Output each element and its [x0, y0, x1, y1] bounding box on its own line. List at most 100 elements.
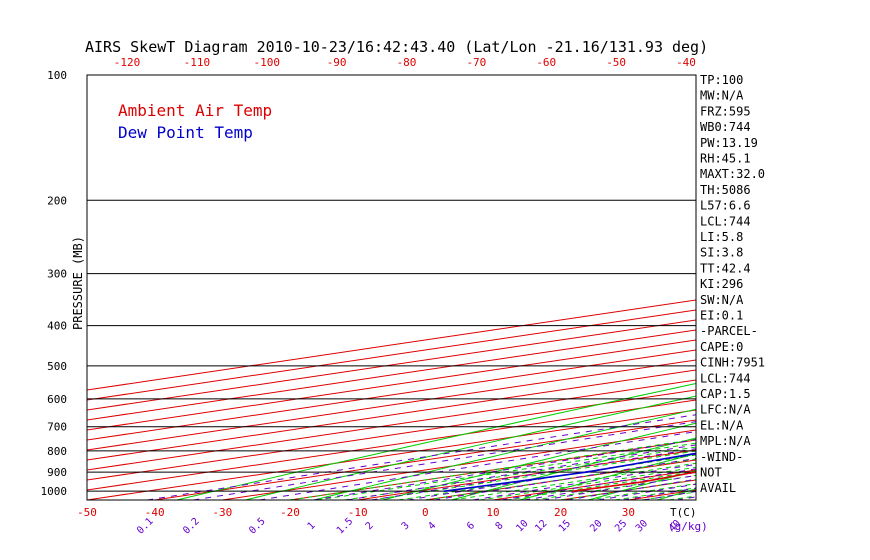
isotherm-line — [87, 399, 696, 491]
isotherm-line — [87, 369, 696, 461]
dew-point-temp-point — [586, 471, 588, 473]
mixing-ratio-tick-label: 1.5 — [335, 516, 356, 537]
top-temperature-axis: -120 -110 -100 -90 -80 -70 -60 -50 -40 — [114, 56, 696, 69]
ambient-air-temp-point — [798, 450, 800, 452]
stability-index-item: EI:0.1 — [700, 309, 743, 323]
isotherm-line — [87, 409, 696, 500]
isotherm-line — [222, 429, 696, 500]
isotherm-line — [87, 349, 696, 441]
plot-frame — [86, 74, 697, 501]
stability-index-item: EL:N/A — [700, 418, 744, 432]
legend-item-ambient-air-temp: Ambient Air Temp — [118, 101, 272, 120]
dew-point-temp-line — [444, 452, 696, 492]
dry-adiabat-line — [451, 437, 696, 500]
mixing-ratio-line — [472, 463, 696, 500]
mixing-ratio-line — [524, 471, 696, 500]
stability-index-item: SW:N/A — [700, 293, 744, 307]
bottom-temperature-tick-label: -20 — [280, 506, 300, 519]
stability-index-item: MPL:N/A — [700, 434, 751, 448]
isotherm-line — [87, 359, 696, 451]
pressure-tick-label: 300 — [47, 268, 67, 281]
diagram-grid — [87, 75, 870, 500]
bottom-temperature-tick-label: -40 — [145, 506, 165, 519]
mixing-ratio-tick-label: 12 — [533, 518, 549, 534]
stability-index-item: CAPE:0 — [700, 340, 743, 354]
mixing-ratio-tick-label: 1 — [306, 520, 318, 532]
dry-adiabat-line — [863, 75, 870, 500]
stability-index-item: -WIND- — [700, 450, 743, 464]
y-axis-label: PRESSURE (MB) — [71, 236, 85, 330]
pressure-tick-label: 100 — [47, 69, 67, 82]
stability-index-item: WB0:744 — [700, 120, 751, 134]
stability-index-item: CAP:1.5 — [700, 387, 751, 401]
moist-adiabat-line — [641, 491, 696, 500]
stability-index-item: KI:296 — [700, 277, 743, 291]
stability-index-item: FRZ:595 — [700, 104, 751, 118]
isotherm-line — [87, 339, 696, 431]
top-temperature-tick-label: -90 — [327, 56, 347, 69]
bottom-temperature-tick-label: -10 — [348, 506, 368, 519]
sounding-series — [443, 450, 800, 493]
mixing-ratio-tick-label: 2 — [364, 520, 376, 532]
mixing-ratio-line — [643, 491, 696, 500]
ambient-air-temp-point — [572, 490, 574, 493]
moist-adiabat-line — [371, 450, 696, 500]
stability-index-item: PW:13.19 — [700, 136, 758, 150]
mixing-ratio-line — [193, 421, 696, 500]
mixing-ratio-tick-label: 30 — [634, 518, 650, 534]
isotherm-line — [492, 469, 696, 500]
mixing-ratio-tick-label: 0.2 — [181, 516, 202, 537]
mixing-ratio-tick-label: 20 — [588, 518, 604, 534]
mixing-ratio-axis: 0.1 0.2 0.5 1 1.5 2 3 4 6 8 10 12 15 20 25 30 40 — [135, 516, 683, 537]
bottom-temperature-axis: -50 -40 -30 -20 -10 0 10 20 30 — [77, 506, 635, 519]
mixing-ratio-unit-label: (g/kg) — [668, 520, 708, 533]
stability-index-item: -PARCEL- — [700, 324, 758, 338]
isotherm-line — [87, 389, 696, 481]
top-temperature-tick-label: -110 — [184, 56, 211, 69]
bottom-temperature-tick-label: 10 — [486, 506, 499, 519]
moist-adiabat-line — [452, 462, 696, 500]
pressure-tick-label: 400 — [47, 320, 67, 333]
x-axis-label: T(C) — [670, 506, 697, 519]
dry-adiabat-line — [382, 422, 696, 500]
pressure-tick-label: 700 — [47, 421, 67, 434]
mixing-ratio-line — [371, 448, 696, 500]
mixing-ratio-line — [407, 453, 696, 500]
top-temperature-tick-label: -100 — [254, 56, 281, 69]
pressure-tick-label: 800 — [47, 445, 67, 458]
top-temperature-tick-label: -40 — [676, 56, 696, 69]
pressure-axis: 100 200 300 400 500 600 700 800 900 1000 — [41, 69, 68, 498]
pressure-tick-label: 900 — [47, 466, 67, 479]
stability-index-item: LCL:744 — [700, 371, 751, 385]
moist-adiabat-line — [289, 438, 696, 500]
dew-point-temp-point — [443, 490, 446, 493]
top-temperature-tick-label: -50 — [606, 56, 626, 69]
top-temperature-tick-label: -120 — [114, 56, 141, 69]
mixing-ratio-line — [147, 414, 696, 500]
dry-adiabat-line — [656, 488, 696, 500]
dry-adiabat-line — [313, 408, 696, 500]
stability-index-item: AVAIL — [700, 481, 736, 495]
pressure-tick-label: 1000 — [41, 485, 68, 498]
pressure-tick-label: 600 — [47, 393, 67, 406]
isotherm-line — [357, 449, 696, 500]
bottom-temperature-tick-label: 20 — [554, 506, 567, 519]
stability-index-item: TT:42.4 — [700, 261, 751, 275]
stability-index-item: LFC:N/A — [700, 403, 751, 417]
stability-index-item: LI:5.8 — [700, 230, 743, 244]
mixing-ratio-tick-label: 10 — [514, 518, 530, 534]
stability-index-item: LCL:744 — [700, 214, 751, 228]
pressure-tick-label: 200 — [47, 194, 67, 207]
stability-index-item: RH:45.1 — [700, 152, 751, 166]
legend-item-dew-point-temp: Dew Point Temp — [118, 123, 253, 142]
pressure-tick-label: 500 — [47, 360, 67, 373]
isotherm-line — [154, 419, 696, 500]
stability-index-item: CINH:7951 — [700, 356, 765, 370]
stability-index-item: MW:N/A — [700, 89, 744, 103]
dry-adiabat-line — [794, 75, 870, 500]
bottom-temperature-tick-label: -30 — [212, 506, 232, 519]
isotherm-line — [764, 75, 870, 500]
dew-point-temp-point — [513, 481, 515, 483]
mixing-ratio-tick-label: 15 — [557, 518, 573, 534]
